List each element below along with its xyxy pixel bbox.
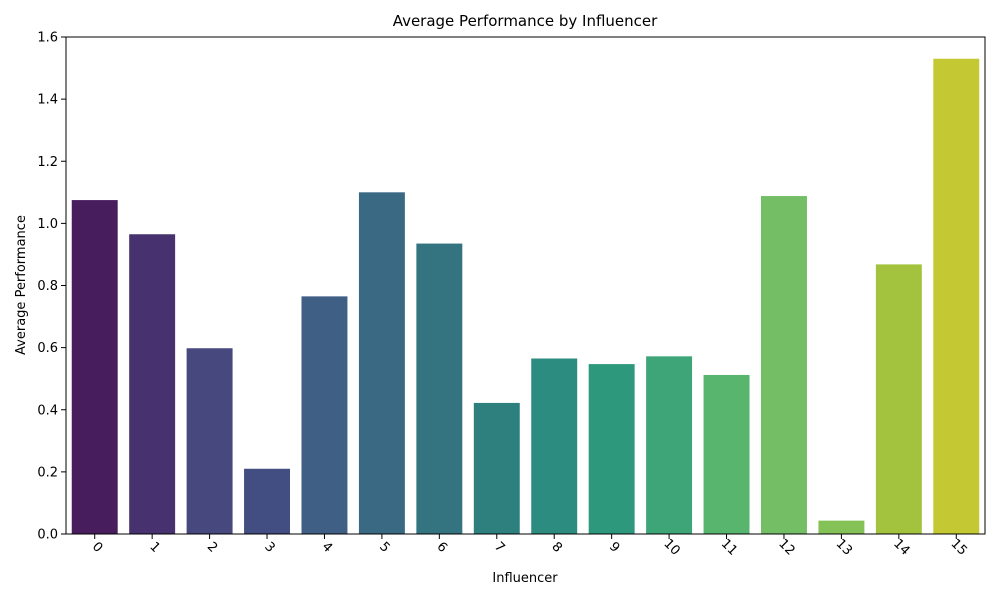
bar-13 <box>818 520 865 534</box>
y-tick-label: 1.0 <box>37 217 58 232</box>
y-tick-label: 1.2 <box>37 155 58 170</box>
y-tick-label: 0.6 <box>37 341 58 356</box>
y-tick-label: 0.4 <box>37 403 58 418</box>
bar-14 <box>875 264 922 534</box>
bar-2 <box>186 348 233 534</box>
chart-title: Average Performance by Influencer <box>393 12 658 30</box>
y-axis-title: Average Performance <box>14 215 29 355</box>
bar-0 <box>71 200 118 534</box>
x-axis-title: Influencer <box>492 571 558 586</box>
bar-1 <box>129 234 176 534</box>
y-tick-label: 0.8 <box>37 279 58 294</box>
bar-9 <box>588 364 635 534</box>
y-tick-label: 1.6 <box>37 31 58 46</box>
bar-5 <box>358 192 405 534</box>
bar-6 <box>416 243 463 535</box>
bars-group <box>71 58 980 535</box>
y-tick-label: 1.4 <box>37 93 58 108</box>
y-axis: 0.0 0.2 0.4 0.6 0.8 1.0 1.2 1.4 1.6 <box>37 31 66 543</box>
y-tick-label: 0.2 <box>37 465 58 480</box>
bar-12 <box>760 196 807 535</box>
bar-4 <box>301 296 348 534</box>
plot-frame <box>65 36 986 535</box>
bar-10 <box>646 356 693 534</box>
bar-7 <box>473 402 520 534</box>
bar-8 <box>531 358 578 534</box>
bar-3 <box>244 468 291 534</box>
y-tick-label: 0.0 <box>37 528 58 543</box>
bar-15 <box>933 58 980 535</box>
bar-11 <box>703 374 750 534</box>
